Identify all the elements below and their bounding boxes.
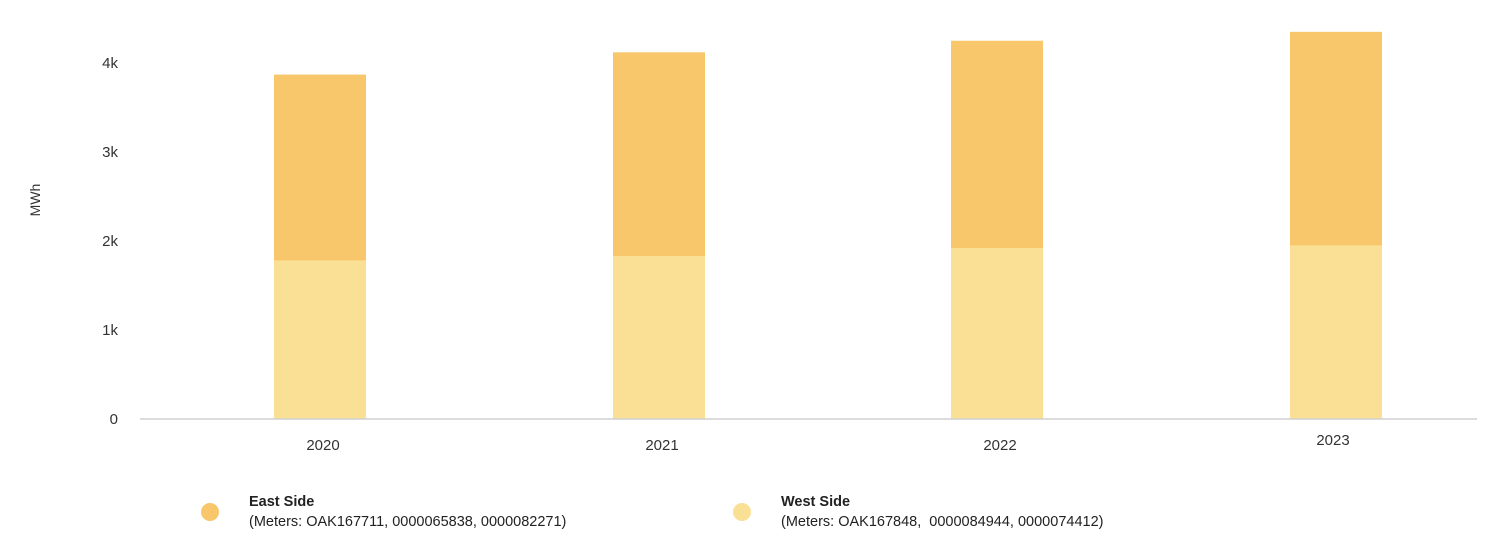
y-tick-label-2k: 2k — [102, 233, 118, 250]
legend-label-east-side: East Side — [249, 494, 315, 510]
bar-west-side-2023[interactable] — [1290, 245, 1382, 419]
stacked-bar-chart: MWh 0 1k 2k 3k 4k 2020 2021 2022 2023 — [27, 31, 1477, 454]
legend-meters-west-side: (Meters: OAK167848, 0000084944, 00000744… — [781, 514, 1104, 530]
x-tick-label-2020: 2020 — [306, 437, 339, 454]
y-tick-label-0: 0 — [110, 411, 118, 428]
y-tick-label-1k: 1k — [102, 322, 118, 339]
bar-west-side-2021[interactable] — [613, 256, 705, 419]
legend-swatch-west-side — [733, 503, 751, 521]
bar-east-side-2021[interactable] — [613, 52, 705, 257]
bar-east-side-2020[interactable] — [274, 74, 366, 261]
legend-item-east-side[interactable]: East Side (Meters: OAK167711, 0000065838… — [201, 492, 566, 532]
x-tick-label-2021: 2021 — [645, 437, 678, 454]
legend-swatch-east-side — [201, 503, 219, 521]
y-tick-label-4k: 4k — [102, 55, 118, 72]
bar-west-side-2020[interactable] — [274, 260, 366, 419]
x-tick-label-2023: 2023 — [1316, 432, 1349, 449]
legend-meters-east-side: (Meters: OAK167711, 0000065838, 00000822… — [249, 514, 567, 530]
legend-label-west-side: West Side — [781, 494, 851, 510]
legend: East Side (Meters: OAK167711, 0000065838… — [0, 492, 1486, 542]
legend-item-west-side[interactable]: West Side (Meters: OAK167848, 0000084944… — [733, 492, 1103, 532]
bar-east-side-2023[interactable] — [1290, 31, 1382, 246]
y-axis-title: MWh — [27, 184, 43, 217]
y-tick-label-3k: 3k — [102, 144, 118, 161]
bar-east-side-2022[interactable] — [951, 40, 1043, 249]
bar-west-side-2022[interactable] — [951, 248, 1043, 419]
x-tick-label-2022: 2022 — [983, 437, 1016, 454]
